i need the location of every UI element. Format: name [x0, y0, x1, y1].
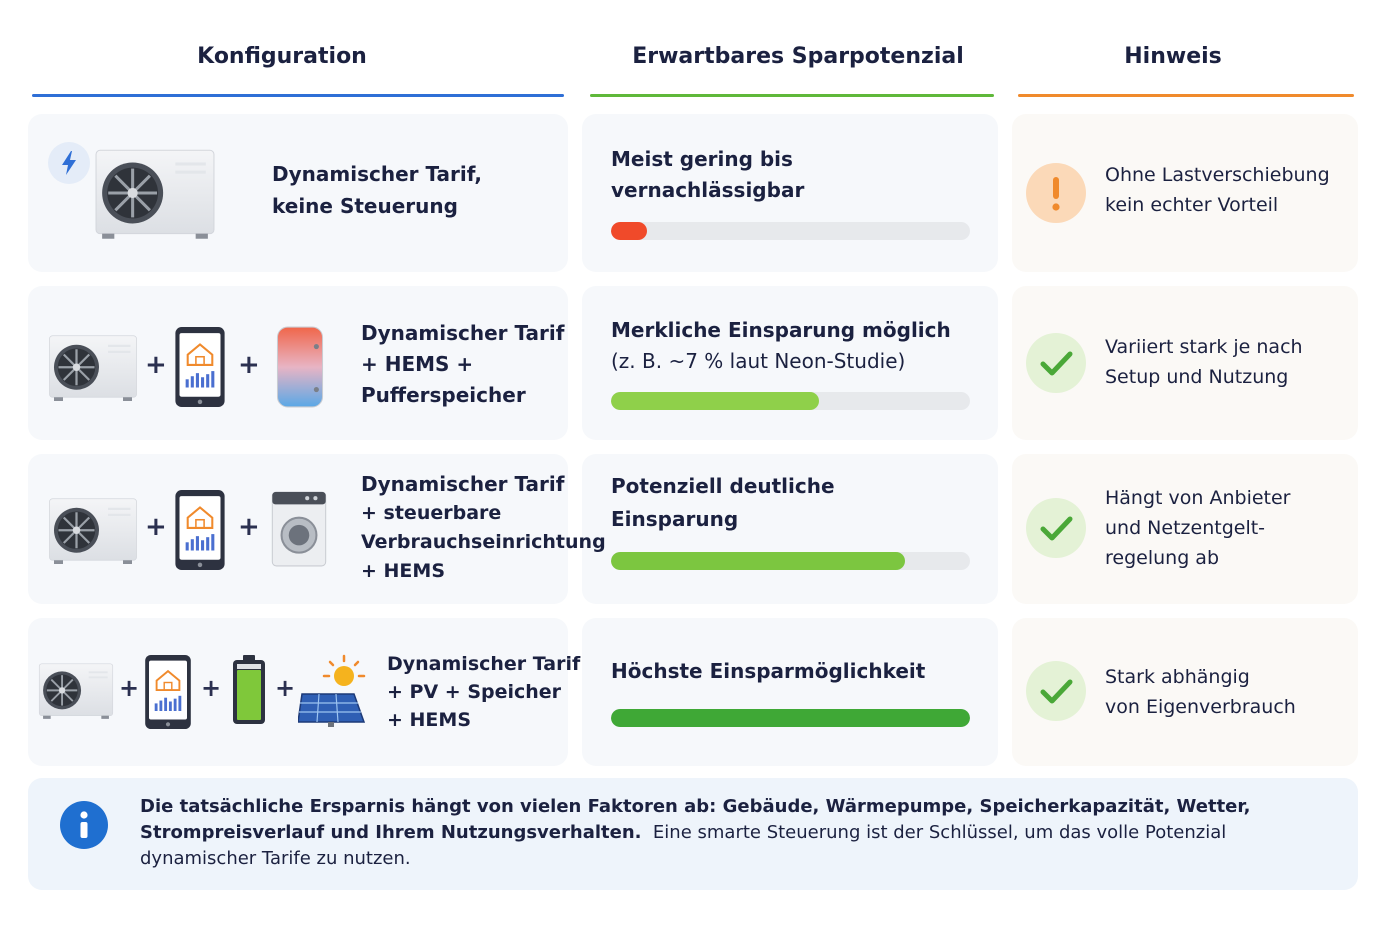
row-3-note: Hängt von Anbieter und Netzentgelt-regelu… — [1105, 487, 1291, 569]
row-1-savings-bar — [611, 222, 970, 240]
battery-icon — [231, 654, 267, 726]
row-2-savings-title: Merkliche Einsparung möglich (z. B. ~7 % … — [611, 318, 951, 373]
row-4-config-title: Dynamischer Tarif + PV + Speicher + HEMS — [387, 653, 581, 731]
info-text: Die tatsächliche Ersparnis hängt von vie… — [140, 794, 1320, 872]
row-2-savings-bar-fill — [611, 392, 820, 410]
heat-pump-icon — [94, 148, 216, 240]
row-3-savings-card — [582, 454, 998, 604]
warning-icon — [1026, 163, 1086, 223]
header-savings: Erwartbares Sparpotenzial — [632, 44, 964, 69]
row-4-config-card — [28, 618, 568, 766]
header-underline-savings — [590, 94, 994, 97]
heat-pump-icon — [38, 662, 114, 720]
plus-sign: + — [145, 512, 167, 542]
solar-panel-icon — [298, 652, 368, 728]
info-text-bold: Die tatsächliche Ersparnis hängt von vie… — [140, 796, 1251, 843]
header-underline-note — [1018, 94, 1354, 97]
row-3-savings-bar — [611, 552, 970, 570]
info-box — [28, 778, 1358, 890]
check-icon — [1026, 498, 1086, 558]
check-icon — [1026, 661, 1086, 721]
plus-sign: + — [201, 674, 222, 702]
plus-sign: + — [275, 674, 296, 702]
check-icon — [1026, 333, 1086, 393]
header-underline-configuration — [32, 94, 564, 97]
row-4-savings-title: Höchste Einsparmöglichkeit — [611, 659, 926, 683]
plus-sign: + — [145, 350, 167, 380]
header-note: Hinweis — [1124, 44, 1222, 69]
row-1-savings-title: Meist gering bis vernachlässigbar — [611, 147, 805, 202]
header-configuration: Konfiguration — [197, 44, 367, 69]
row-2-config-title: Dynamischer Tarif + HEMS + Pufferspeicher — [361, 321, 565, 407]
info-text-normal: Eine smarte Steuerung ist der Schlüssel,… — [140, 822, 1227, 869]
row-1-savings-card — [582, 114, 998, 272]
row-1-savings-bar-fill — [611, 222, 647, 240]
row-2-note: Variiert stark je nach Setup und Nutzung — [1105, 336, 1303, 388]
info-icon — [60, 801, 108, 849]
row-4-note: Stark abhängig von Eigenverbrauch — [1105, 666, 1296, 718]
plus-sign: + — [119, 674, 140, 702]
plus-sign: + — [238, 512, 260, 542]
hems-tablet-icon — [144, 654, 192, 730]
row-2-savings-card — [582, 286, 998, 440]
row-3-savings-bar-fill — [611, 552, 906, 570]
heat-pump-icon — [48, 334, 138, 402]
row-1-note: Ohne Lastverschiebung kein echter Vorteil — [1105, 164, 1330, 216]
hems-tablet-icon — [174, 489, 226, 571]
lightning-icon — [48, 142, 90, 184]
row-2-savings-bar — [611, 392, 970, 410]
row-1-config-title: Dynamischer Tarif, keine Steuerung — [272, 162, 482, 218]
heat-pump-icon — [48, 497, 138, 565]
row-3-savings-title: Potenziell deutliche Einsparung — [611, 474, 835, 531]
washing-machine-icon — [270, 490, 328, 568]
buffer-tank-icon — [274, 324, 326, 410]
row-4-savings-bar — [611, 709, 970, 727]
row-4-savings-card — [582, 618, 998, 766]
row-4-savings-bar-fill — [611, 709, 970, 727]
plus-sign: + — [238, 350, 260, 380]
hems-tablet-icon — [174, 326, 226, 408]
row-3-config-title: Dynamischer Tarif + steuerbare Verbrauchse… — [361, 472, 606, 582]
